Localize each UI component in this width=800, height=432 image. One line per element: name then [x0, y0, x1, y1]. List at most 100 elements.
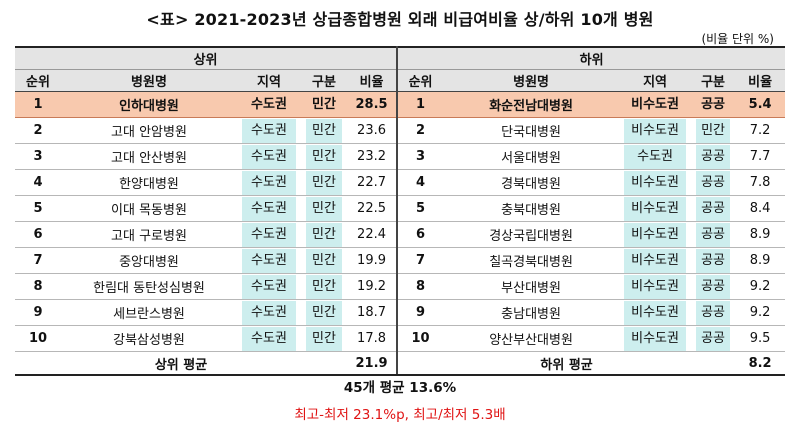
upper-ratio-value-text: 18.7 — [357, 305, 386, 320]
upper-region-tag-text: 수도권 — [242, 274, 296, 299]
lower-rank-cell-text: 5 — [416, 201, 426, 216]
overall-average: 45개 평균 13.6% — [343, 380, 457, 396]
table-row: 3 고대 안산병원 수도권 민간 23.2 3 서울대병원 수도권 공공 7.7 — [15, 143, 786, 170]
lower-hospital-name-text: 부산대병원 — [501, 281, 561, 296]
lower-type-tag: 공공 — [691, 143, 736, 170]
lower-hospital-name: 경북대병원 — [443, 169, 620, 196]
lower-type-tag-text: 공공 — [696, 196, 731, 221]
lower-ratio-value: 5.4 — [735, 91, 786, 118]
upper-rank-cell-text: 10 — [28, 331, 48, 346]
lower-region-tag: 수도권 — [619, 143, 692, 170]
lower-ratio-value-text: 9.2 — [749, 279, 771, 294]
lower-ratio-value-text: 5.4 — [748, 97, 772, 112]
upper-ratio-value: 22.4 — [347, 221, 399, 248]
upper-type-tag-text: 민간 — [312, 96, 336, 112]
upper-hospital-name: 고대 안암병원 — [61, 117, 237, 144]
lower-region-tag-text: 비수도권 — [624, 326, 687, 351]
lower-ratio-value-text: 7.8 — [749, 175, 771, 190]
col-ratio-lower: 비율 — [735, 69, 786, 92]
upper-ratio-value: 19.9 — [347, 247, 399, 274]
lower-region-tag: 비수도권 — [619, 299, 692, 326]
lower-rank-cell: 6 — [397, 221, 444, 248]
upper-region-tag-text: 수도권 — [242, 326, 296, 351]
lower-rank-cell: 9 — [397, 299, 444, 326]
upper-type-tag-text: 민간 — [306, 222, 342, 247]
upper-hospital-name-text: 중앙대병원 — [119, 255, 179, 270]
upper-region-tag: 수도권 — [237, 117, 301, 144]
lower-ratio-value: 8.9 — [735, 247, 786, 274]
lower-hospital-name: 칠곡경북대병원 — [443, 247, 620, 274]
upper-ratio-value: 23.2 — [347, 143, 399, 170]
lower-hospital-name-text: 경북대병원 — [501, 177, 561, 192]
upper-rank-cell-text: 3 — [33, 149, 43, 164]
upper-region-tag: 수도권 — [237, 143, 301, 170]
col-type-upper: 구분 — [301, 69, 347, 92]
lower-rank-cell: 10 — [397, 325, 444, 352]
lower-region-tag-text: 비수도권 — [624, 118, 687, 143]
col-rank-lower: 순위 — [397, 69, 444, 92]
lower-region-tag-text: 비수도권 — [624, 222, 687, 247]
lower-type-tag-text: 공공 — [696, 326, 731, 351]
upper-type-tag-text: 민간 — [306, 300, 342, 325]
upper-type-tag-text: 민간 — [306, 326, 342, 351]
upper-ratio-value-text: 22.7 — [357, 175, 386, 190]
upper-region-tag-text: 수도권 — [242, 222, 296, 247]
upper-hospital-name: 한림대 동탄성심병원 — [61, 273, 237, 300]
col-name-lower: 병원명 — [443, 69, 620, 92]
upper-rank-cell: 9 — [15, 299, 61, 326]
lower-hospital-name-text: 칠곡경북대병원 — [489, 255, 573, 270]
lower-hospital-name: 화순전남대병원 — [443, 91, 620, 118]
upper-region-tag: 수도권 — [237, 299, 301, 326]
upper-rank-cell: 1 — [15, 91, 61, 118]
lower-rank-cell-text: 2 — [416, 123, 426, 138]
lower-ratio-value: 8.9 — [735, 221, 786, 248]
group-upper-label: 상위 — [15, 46, 399, 70]
lower-hospital-name: 충남대병원 — [443, 299, 620, 326]
upper-region-tag: 수도권 — [237, 195, 301, 222]
lower-rank-cell-text: 7 — [416, 253, 426, 268]
col-ratio-upper: 비율 — [347, 69, 399, 92]
upper-type-tag-text: 민간 — [306, 170, 342, 195]
upper-hospital-name: 인하대병원 — [61, 91, 237, 118]
upper-type-tag-text: 민간 — [306, 196, 342, 221]
lower-region-tag: 비수도권 — [619, 247, 692, 274]
lower-ratio-value-text: 8.9 — [749, 227, 771, 242]
lower-region-tag: 비수도권 — [619, 195, 692, 222]
upper-type-tag: 민간 — [301, 169, 347, 196]
upper-region-tag-text: 수도권 — [242, 144, 296, 169]
upper-type-tag-text: 민간 — [306, 248, 342, 273]
upper-rank-cell: 8 — [15, 273, 61, 300]
upper-hospital-name: 세브란스병원 — [61, 299, 237, 326]
upper-ratio-value: 22.7 — [347, 169, 399, 196]
upper-hospital-name-text: 한양대병원 — [119, 177, 179, 192]
lower-type-tag-text: 공공 — [696, 170, 731, 195]
upper-ratio-value-text: 19.9 — [357, 253, 386, 268]
table-row: 8 한림대 동탄성심병원 수도권 민간 19.2 8 부산대병원 비수도권 공공 9.2 — [15, 273, 786, 300]
lower-rank-cell-text: 3 — [416, 149, 426, 164]
lower-hospital-name: 단국대병원 — [443, 117, 620, 144]
lower-ratio-value: 7.7 — [735, 143, 786, 170]
lower-hospital-name: 양산부산대병원 — [443, 325, 620, 352]
upper-ratio-value: 18.7 — [347, 299, 399, 326]
lower-region-tag: 비수도권 — [619, 169, 692, 196]
col-region-lower: 지역 — [619, 69, 692, 92]
lower-region-tag: 비수도권 — [619, 91, 692, 118]
col-rank-upper: 순위 — [15, 69, 61, 92]
lower-region-tag: 비수도권 — [619, 273, 692, 300]
upper-hospital-name-text: 고대 구로병원 — [111, 229, 187, 244]
lower-type-tag: 공공 — [691, 325, 736, 352]
lower-ratio-value-text: 9.2 — [749, 305, 771, 320]
column-header-row: 순위 병원명 지역 구분 비율 순위 병원명 지역 구분 비율 — [15, 69, 786, 92]
upper-ratio-value-text: 17.8 — [357, 331, 386, 346]
upper-ratio-value-text: 23.2 — [357, 149, 386, 164]
lower-hospital-name-text: 충남대병원 — [501, 307, 561, 322]
upper-ratio-value-text: 22.4 — [357, 227, 386, 242]
lower-hospital-name-text: 서울대병원 — [501, 151, 561, 166]
upper-rank-cell: 5 — [15, 195, 61, 222]
table-row: 4 한양대병원 수도권 민간 22.7 4 경북대병원 비수도권 공공 7.8 — [15, 169, 786, 196]
lower-type-tag: 공공 — [691, 247, 736, 274]
upper-hospital-name-text: 세브란스병원 — [113, 307, 185, 322]
lower-type-tag: 공공 — [691, 273, 736, 300]
lower-ratio-value: 9.2 — [735, 299, 786, 326]
lower-ratio-value-text: 8.9 — [749, 253, 771, 268]
